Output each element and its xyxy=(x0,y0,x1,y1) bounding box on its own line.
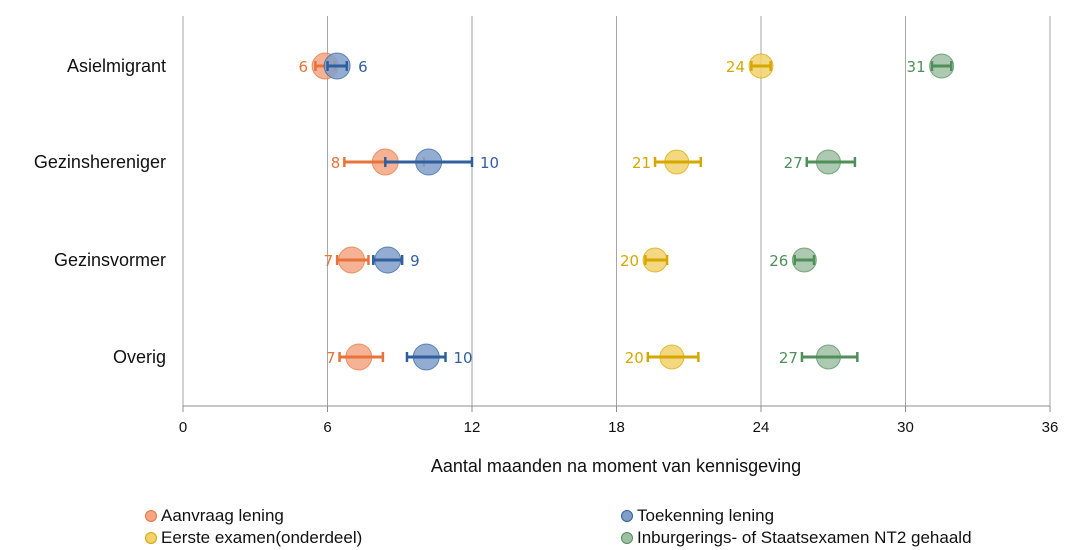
data-label: 9 xyxy=(410,252,420,270)
x-tick-label: 30 xyxy=(897,419,914,436)
data-label: 26 xyxy=(769,252,788,270)
data-label: 27 xyxy=(779,349,798,367)
category-labels: Asielmigrant Gezinshereniger Gezinsvormer O… xyxy=(34,56,166,367)
data-label: 10 xyxy=(480,154,499,172)
chart-svg: 0 6 12 18 24 30 36 Asielmigrant Gezinshereniger… xyxy=(34,16,1059,476)
x-tick-label: 24 xyxy=(753,419,770,436)
legend: Aanvraag lening Toekenning lening Eerste e… xyxy=(145,505,1065,549)
data-label: 6 xyxy=(358,58,368,76)
legend-swatch xyxy=(145,532,157,544)
x-tick-label: 36 xyxy=(1042,419,1059,436)
legend-item: Inburgerings- of Staatsexamen NT2 gehaal… xyxy=(621,527,972,549)
data-label: 7 xyxy=(326,349,336,367)
gridlines xyxy=(182,16,1051,406)
data-label: 20 xyxy=(620,252,639,270)
legend-item: Aanvraag lening xyxy=(145,505,284,527)
x-tick-label: 18 xyxy=(608,419,625,436)
category-label: Gezinsvormer xyxy=(54,250,166,270)
legend-label: Inburgerings- of Staatsexamen NT2 gehaal… xyxy=(637,528,972,547)
legend-item: Eerste examen(onderdeel) xyxy=(145,527,362,549)
legend-item: Toekenning lening xyxy=(621,505,774,527)
x-tick-label: 12 xyxy=(464,419,481,436)
x-axis: 0 6 12 18 24 30 36 xyxy=(179,405,1059,436)
legend-swatch xyxy=(621,510,633,522)
legend-label: Toekenning lening xyxy=(637,506,775,525)
data-label: 21 xyxy=(632,154,651,172)
data-label: 31 xyxy=(907,58,926,76)
category-label: Asielmigrant xyxy=(67,56,166,76)
data-marks: 6 8 7 7 6 10 9 10 24 21 20 20 31 27 26 27 xyxy=(299,52,955,371)
data-label: 7 xyxy=(324,252,334,270)
data-label: 24 xyxy=(726,58,745,76)
x-axis-title: Aantal maanden na moment van kennisgevin… xyxy=(431,456,801,476)
data-label: 10 xyxy=(454,349,473,367)
category-label: Gezinshereniger xyxy=(34,152,166,172)
x-tick-label: 6 xyxy=(323,419,331,436)
legend-swatch xyxy=(621,532,633,544)
category-label: Overig xyxy=(113,347,166,367)
legend-label: Aanvraag lening xyxy=(161,506,284,525)
legend-swatch xyxy=(145,510,157,522)
x-tick-label: 0 xyxy=(179,419,187,436)
legend-label: Eerste examen(onderdeel) xyxy=(161,528,363,547)
data-label: 27 xyxy=(784,154,803,172)
data-label: 6 xyxy=(299,58,309,76)
data-label: 8 xyxy=(331,154,341,172)
data-label: 20 xyxy=(625,349,644,367)
